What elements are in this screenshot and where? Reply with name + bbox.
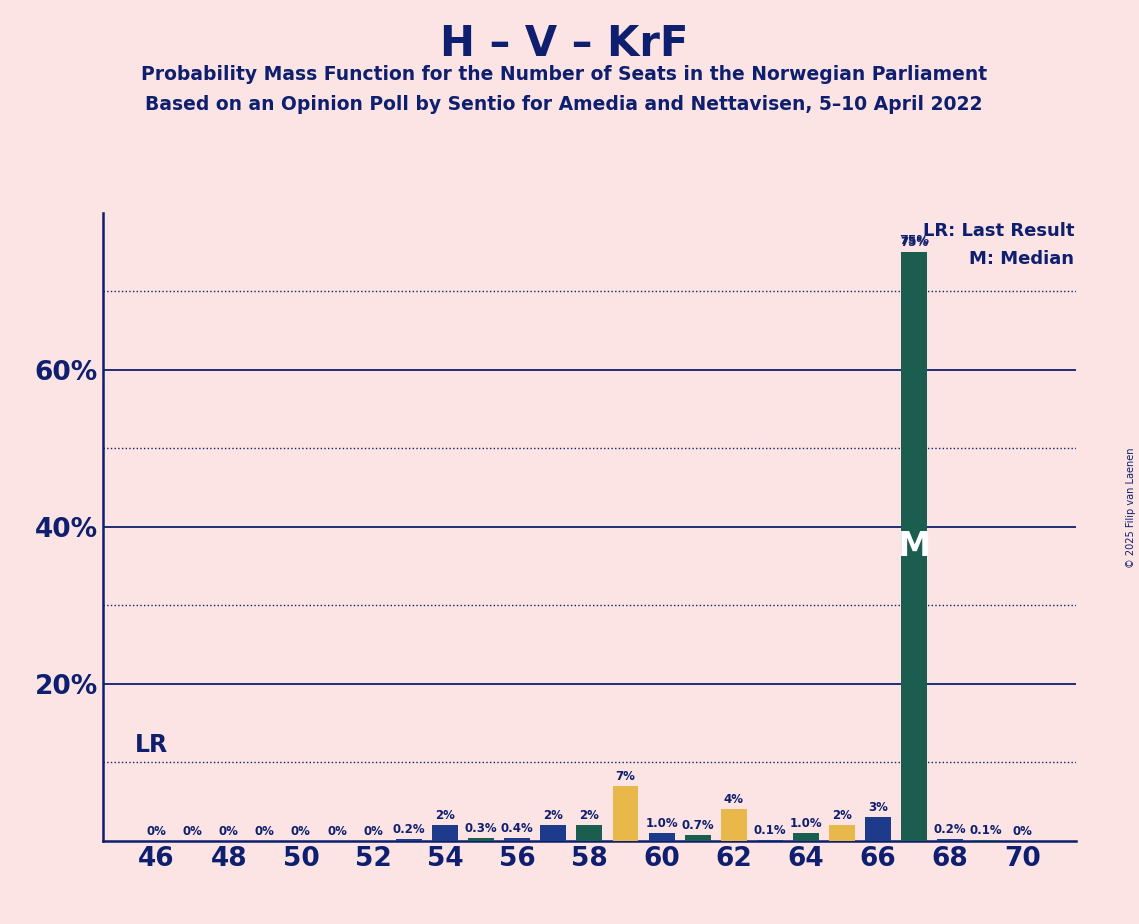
Text: 75%: 75% <box>899 234 929 247</box>
Text: M: Median: M: Median <box>969 250 1074 268</box>
Text: LR: Last Result: LR: Last Result <box>923 222 1074 240</box>
Bar <box>865 818 891 841</box>
Bar <box>613 785 639 841</box>
Text: 0.2%: 0.2% <box>934 823 966 836</box>
Bar <box>937 839 964 841</box>
Text: 0.7%: 0.7% <box>681 820 714 833</box>
Text: Probability Mass Function for the Number of Seats in the Norwegian Parliament: Probability Mass Function for the Number… <box>141 65 986 84</box>
Text: 0.4%: 0.4% <box>501 821 534 834</box>
Text: 4%: 4% <box>723 794 744 807</box>
Text: 1.0%: 1.0% <box>646 817 678 830</box>
Bar <box>685 835 711 841</box>
Text: 0%: 0% <box>147 825 166 838</box>
Bar <box>468 838 494 841</box>
Text: 7%: 7% <box>615 770 636 783</box>
Bar <box>829 825 855 841</box>
Text: 2%: 2% <box>580 809 599 822</box>
Text: 0.2%: 0.2% <box>393 823 425 836</box>
Text: 2%: 2% <box>543 809 564 822</box>
Bar <box>540 825 566 841</box>
Bar <box>793 833 819 841</box>
Bar <box>576 825 603 841</box>
Bar <box>901 251 927 841</box>
Text: Based on an Opinion Poll by Sentio for Amedia and Nettavisen, 5–10 April 2022: Based on an Opinion Poll by Sentio for A… <box>145 95 983 115</box>
Text: 2%: 2% <box>435 809 456 822</box>
Text: 0.3%: 0.3% <box>465 822 498 835</box>
Text: 0%: 0% <box>255 825 274 838</box>
Text: 0%: 0% <box>1013 825 1032 838</box>
Text: 2%: 2% <box>831 809 852 822</box>
Bar <box>505 838 531 841</box>
Text: 0.1%: 0.1% <box>754 824 786 837</box>
Text: 0%: 0% <box>290 825 311 838</box>
Text: © 2025 Filip van Laenen: © 2025 Filip van Laenen <box>1126 448 1136 568</box>
Text: 1.0%: 1.0% <box>789 817 822 830</box>
Bar <box>648 833 674 841</box>
Bar <box>432 825 458 841</box>
Text: 0%: 0% <box>327 825 347 838</box>
Text: 3%: 3% <box>868 801 888 814</box>
Text: 75%: 75% <box>900 236 928 249</box>
Text: 0%: 0% <box>182 825 203 838</box>
Bar <box>396 839 423 841</box>
Bar <box>721 809 747 841</box>
Text: H – V – KrF: H – V – KrF <box>440 23 688 65</box>
Text: M: M <box>898 529 931 563</box>
Text: 0%: 0% <box>219 825 239 838</box>
Text: 0%: 0% <box>363 825 383 838</box>
Text: 0.1%: 0.1% <box>970 824 1002 837</box>
Text: LR: LR <box>134 733 169 757</box>
